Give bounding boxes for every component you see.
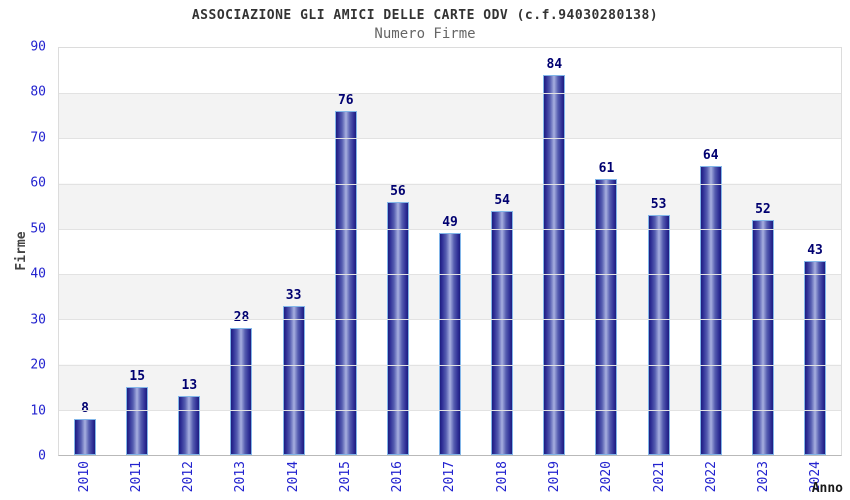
gridline bbox=[59, 228, 841, 230]
gridline bbox=[59, 364, 841, 366]
x-tick-slot: 2013 bbox=[215, 461, 267, 499]
bar-slot: 61 bbox=[580, 48, 632, 455]
bar-value-label: 54 bbox=[494, 192, 511, 208]
x-tick-label: 2020 bbox=[599, 461, 615, 493]
bar-slot: 13 bbox=[163, 48, 215, 455]
plot-area: 8 15 13 28 33 76 56 49 54 84 61 53 64 52 43 bbox=[58, 47, 842, 456]
x-axis-label: Anno bbox=[811, 481, 843, 496]
x-tick-label: 2016 bbox=[390, 461, 406, 493]
bar bbox=[334, 111, 357, 455]
bar bbox=[751, 219, 774, 455]
bar-value-label: 13 bbox=[181, 378, 198, 394]
x-tick-label: 2022 bbox=[703, 461, 719, 493]
bar bbox=[647, 215, 670, 455]
bar-slot: 64 bbox=[685, 48, 737, 455]
bar bbox=[282, 305, 305, 455]
x-tick-slot: 2023 bbox=[737, 461, 789, 499]
bar bbox=[491, 210, 514, 455]
y-axis-ticks: 0 10 20 30 40 50 60 70 80 90 bbox=[0, 41, 50, 463]
x-tick-slot: 2010 bbox=[58, 461, 110, 499]
y-tick-label: 10 bbox=[30, 403, 46, 419]
x-tick-label: 2012 bbox=[181, 461, 197, 493]
gridline bbox=[59, 93, 841, 95]
gridline bbox=[59, 274, 841, 276]
bar-value-label: 33 bbox=[285, 287, 302, 303]
bar-value-label: 61 bbox=[598, 161, 615, 177]
gridline bbox=[59, 138, 841, 140]
x-tick-label: 2021 bbox=[651, 461, 667, 493]
bars-row: 8 15 13 28 33 76 56 49 54 84 61 53 64 52 43 bbox=[59, 48, 841, 455]
y-tick-label: 0 bbox=[38, 448, 46, 464]
bar-slot: 54 bbox=[476, 48, 528, 455]
bar-value-label: 76 bbox=[337, 93, 354, 109]
bar bbox=[543, 75, 566, 455]
x-tick-slot: 2022 bbox=[685, 461, 737, 499]
bar-value-label: 52 bbox=[755, 201, 771, 217]
bar-slot: 49 bbox=[424, 48, 476, 455]
y-tick-label: 20 bbox=[30, 357, 46, 373]
gridline bbox=[59, 319, 841, 321]
y-tick-label: 50 bbox=[30, 221, 46, 237]
bar bbox=[386, 201, 409, 455]
bar-value-label: 64 bbox=[702, 147, 719, 163]
x-axis-ticks: 2010 2011 2012 2013 2014 2015 2016 2017 2018 2019… bbox=[58, 461, 842, 499]
bar-slot: 43 bbox=[789, 48, 841, 455]
bar bbox=[126, 387, 149, 455]
bar bbox=[699, 165, 722, 455]
bar bbox=[178, 396, 201, 455]
y-tick-label: 40 bbox=[30, 266, 46, 282]
x-tick-slot: 2021 bbox=[633, 461, 685, 499]
x-tick-label: 2013 bbox=[233, 461, 249, 493]
bar-slot: 76 bbox=[320, 48, 372, 455]
x-tick-label: 2011 bbox=[128, 461, 144, 493]
bar-value-label: 15 bbox=[129, 369, 146, 385]
x-tick-slot: 2018 bbox=[476, 461, 528, 499]
x-tick-label: 2015 bbox=[337, 461, 353, 493]
bar bbox=[230, 328, 253, 455]
chart-title: ASSOCIAZIONE GLI AMICI DELLE CARTE ODV (… bbox=[191, 8, 659, 23]
bar-slot: 84 bbox=[528, 48, 580, 455]
bar bbox=[595, 179, 618, 455]
y-tick-label: 30 bbox=[30, 312, 46, 328]
bar-slot: 53 bbox=[633, 48, 685, 455]
y-tick-label: 80 bbox=[30, 84, 46, 100]
y-tick-label: 70 bbox=[30, 130, 46, 146]
bar-value-label: 53 bbox=[650, 197, 667, 213]
bar-value-label: 28 bbox=[233, 310, 250, 326]
x-tick-slot: 2014 bbox=[267, 461, 319, 499]
bar-value-label: 56 bbox=[390, 183, 406, 199]
x-tick-slot: 2016 bbox=[372, 461, 424, 499]
bar-slot: 56 bbox=[372, 48, 424, 455]
chart-subtitle: Numero Firme bbox=[374, 26, 476, 42]
x-tick-slot: 2015 bbox=[319, 461, 371, 499]
x-tick-label: 2018 bbox=[494, 461, 510, 493]
x-tick-label: 2014 bbox=[285, 461, 301, 493]
bar bbox=[74, 418, 97, 455]
x-tick-slot: 2011 bbox=[110, 461, 162, 499]
x-tick-label: 2019 bbox=[547, 461, 563, 493]
bar bbox=[439, 233, 462, 455]
bar-slot: 52 bbox=[737, 48, 789, 455]
y-tick-label: 90 bbox=[30, 39, 46, 55]
bar bbox=[804, 260, 827, 455]
x-tick-label: 2023 bbox=[756, 461, 772, 493]
gridline bbox=[59, 409, 841, 411]
bar-slot: 8 bbox=[59, 48, 111, 455]
x-tick-slot: 2012 bbox=[163, 461, 215, 499]
bar-value-label: 43 bbox=[807, 242, 823, 258]
x-tick-label: 2010 bbox=[76, 461, 92, 493]
x-tick-slot: 2017 bbox=[424, 461, 476, 499]
bar-slot: 28 bbox=[215, 48, 267, 455]
bar-value-label: 84 bbox=[546, 57, 563, 73]
bar-slot: 15 bbox=[111, 48, 163, 455]
x-tick-label: 2017 bbox=[442, 461, 458, 493]
bar-value-label: 49 bbox=[442, 215, 458, 231]
bar-value-label: 8 bbox=[81, 400, 89, 416]
y-tick-label: 60 bbox=[30, 175, 46, 191]
bar-slot: 33 bbox=[268, 48, 320, 455]
gridline bbox=[59, 183, 841, 185]
x-tick-slot: 2019 bbox=[528, 461, 580, 499]
x-tick-slot: 2020 bbox=[581, 461, 633, 499]
